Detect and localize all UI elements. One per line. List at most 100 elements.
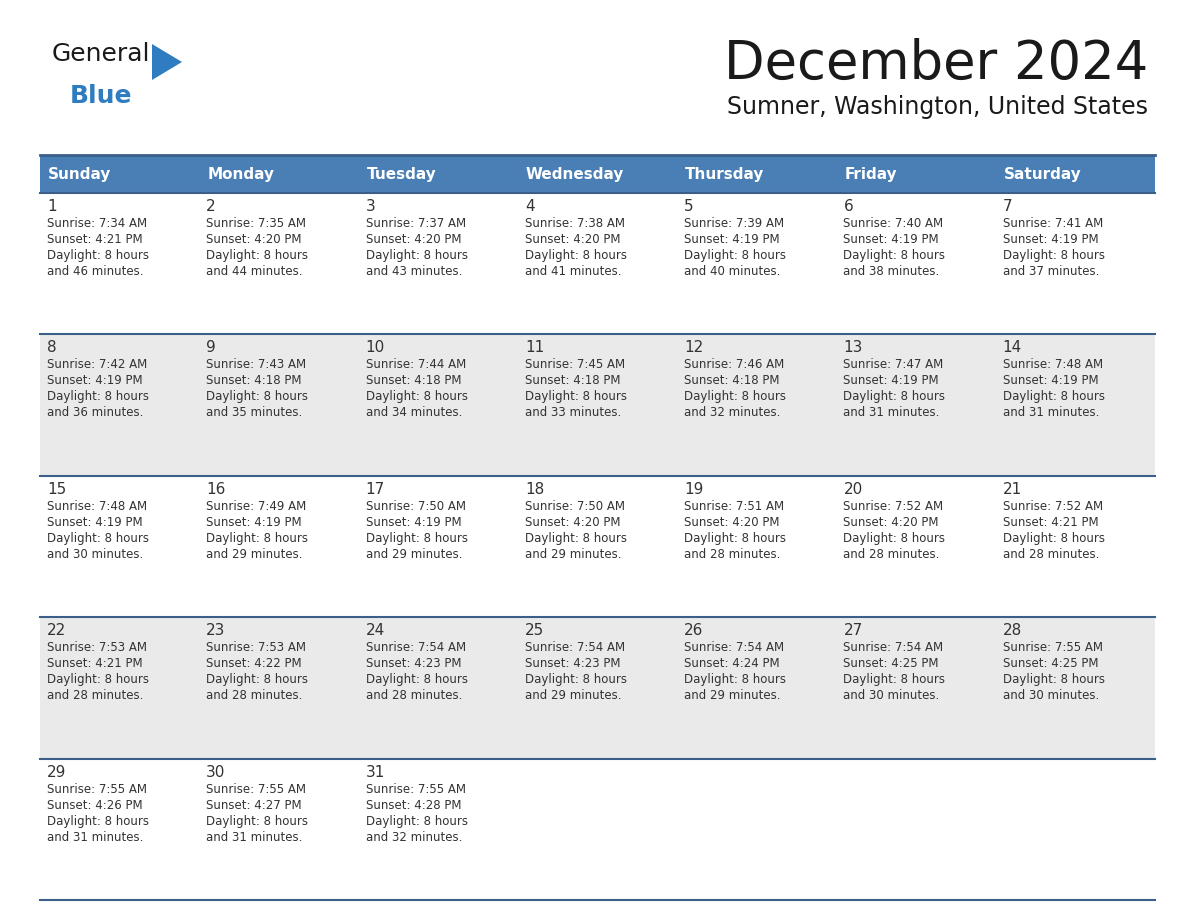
Text: Sunset: 4:24 PM: Sunset: 4:24 PM — [684, 657, 779, 670]
Text: 21: 21 — [1003, 482, 1022, 497]
Text: Sunset: 4:19 PM: Sunset: 4:19 PM — [48, 375, 143, 387]
Text: Daylight: 8 hours: Daylight: 8 hours — [684, 532, 786, 544]
Text: and 30 minutes.: and 30 minutes. — [48, 548, 144, 561]
Text: Sunrise: 7:51 AM: Sunrise: 7:51 AM — [684, 499, 784, 513]
Text: Sunrise: 7:43 AM: Sunrise: 7:43 AM — [207, 358, 307, 372]
Text: and 37 minutes.: and 37 minutes. — [1003, 265, 1099, 278]
Text: Sunrise: 7:55 AM: Sunrise: 7:55 AM — [207, 783, 307, 796]
Text: 6: 6 — [843, 199, 853, 214]
Text: and 28 minutes.: and 28 minutes. — [207, 689, 303, 702]
Text: Sunrise: 7:45 AM: Sunrise: 7:45 AM — [525, 358, 625, 372]
Text: Sunday: Sunday — [48, 166, 112, 182]
Text: and 32 minutes.: and 32 minutes. — [684, 407, 781, 420]
Text: Sunrise: 7:47 AM: Sunrise: 7:47 AM — [843, 358, 943, 372]
Text: Daylight: 8 hours: Daylight: 8 hours — [1003, 532, 1105, 544]
Text: and 38 minutes.: and 38 minutes. — [843, 265, 940, 278]
Text: Sunrise: 7:55 AM: Sunrise: 7:55 AM — [1003, 641, 1102, 655]
Text: 2: 2 — [207, 199, 216, 214]
Text: Daylight: 8 hours: Daylight: 8 hours — [1003, 249, 1105, 262]
Text: Sunset: 4:22 PM: Sunset: 4:22 PM — [207, 657, 302, 670]
Text: 29: 29 — [48, 765, 67, 779]
Text: 5: 5 — [684, 199, 694, 214]
Text: and 28 minutes.: and 28 minutes. — [366, 689, 462, 702]
Text: 17: 17 — [366, 482, 385, 497]
Text: Sunrise: 7:48 AM: Sunrise: 7:48 AM — [48, 499, 147, 513]
Text: Sunset: 4:19 PM: Sunset: 4:19 PM — [366, 516, 461, 529]
Text: Daylight: 8 hours: Daylight: 8 hours — [684, 249, 786, 262]
Text: Daylight: 8 hours: Daylight: 8 hours — [1003, 390, 1105, 403]
Text: and 29 minutes.: and 29 minutes. — [684, 689, 781, 702]
Text: Daylight: 8 hours: Daylight: 8 hours — [366, 814, 468, 828]
Text: Daylight: 8 hours: Daylight: 8 hours — [1003, 673, 1105, 686]
Text: Daylight: 8 hours: Daylight: 8 hours — [48, 249, 148, 262]
Text: Sunrise: 7:44 AM: Sunrise: 7:44 AM — [366, 358, 466, 372]
Text: Daylight: 8 hours: Daylight: 8 hours — [684, 673, 786, 686]
Text: Daylight: 8 hours: Daylight: 8 hours — [525, 532, 627, 544]
Text: and 29 minutes.: and 29 minutes. — [525, 548, 621, 561]
Text: and 28 minutes.: and 28 minutes. — [843, 548, 940, 561]
Text: Daylight: 8 hours: Daylight: 8 hours — [843, 673, 946, 686]
Text: and 28 minutes.: and 28 minutes. — [1003, 548, 1099, 561]
Text: Sunset: 4:26 PM: Sunset: 4:26 PM — [48, 799, 143, 812]
Text: Sunset: 4:19 PM: Sunset: 4:19 PM — [843, 375, 939, 387]
Text: 9: 9 — [207, 341, 216, 355]
Text: 26: 26 — [684, 623, 703, 638]
Text: Daylight: 8 hours: Daylight: 8 hours — [843, 532, 946, 544]
Bar — [40, 155, 1155, 193]
Text: Wednesday: Wednesday — [526, 166, 624, 182]
Text: Daylight: 8 hours: Daylight: 8 hours — [207, 814, 308, 828]
Text: Daylight: 8 hours: Daylight: 8 hours — [207, 532, 308, 544]
Text: 18: 18 — [525, 482, 544, 497]
Text: Sunrise: 7:52 AM: Sunrise: 7:52 AM — [843, 499, 943, 513]
Text: Sunset: 4:18 PM: Sunset: 4:18 PM — [207, 375, 302, 387]
Text: Daylight: 8 hours: Daylight: 8 hours — [48, 673, 148, 686]
Text: Sunset: 4:20 PM: Sunset: 4:20 PM — [525, 233, 620, 246]
Text: 31: 31 — [366, 765, 385, 779]
Text: Sunset: 4:21 PM: Sunset: 4:21 PM — [48, 233, 143, 246]
Text: 10: 10 — [366, 341, 385, 355]
Text: Sunset: 4:18 PM: Sunset: 4:18 PM — [366, 375, 461, 387]
Text: 13: 13 — [843, 341, 862, 355]
Text: and 31 minutes.: and 31 minutes. — [48, 831, 144, 844]
Text: 19: 19 — [684, 482, 703, 497]
Text: Sunrise: 7:37 AM: Sunrise: 7:37 AM — [366, 217, 466, 230]
Text: Blue: Blue — [70, 84, 133, 108]
Text: 23: 23 — [207, 623, 226, 638]
Text: Sunrise: 7:55 AM: Sunrise: 7:55 AM — [48, 783, 147, 796]
Text: 7: 7 — [1003, 199, 1012, 214]
Text: and 29 minutes.: and 29 minutes. — [207, 548, 303, 561]
Text: Sunrise: 7:50 AM: Sunrise: 7:50 AM — [366, 499, 466, 513]
Text: Sunset: 4:25 PM: Sunset: 4:25 PM — [1003, 657, 1098, 670]
Text: Daylight: 8 hours: Daylight: 8 hours — [207, 249, 308, 262]
Text: Sunset: 4:23 PM: Sunset: 4:23 PM — [366, 657, 461, 670]
Text: Thursday: Thursday — [685, 166, 765, 182]
Text: and 30 minutes.: and 30 minutes. — [843, 689, 940, 702]
Text: Daylight: 8 hours: Daylight: 8 hours — [684, 390, 786, 403]
Text: Daylight: 8 hours: Daylight: 8 hours — [48, 390, 148, 403]
Bar — [40, 193, 1155, 334]
Text: Daylight: 8 hours: Daylight: 8 hours — [525, 673, 627, 686]
Text: Sunset: 4:20 PM: Sunset: 4:20 PM — [684, 516, 779, 529]
Text: Sunset: 4:27 PM: Sunset: 4:27 PM — [207, 799, 302, 812]
Text: Daylight: 8 hours: Daylight: 8 hours — [207, 673, 308, 686]
Text: Saturday: Saturday — [1004, 166, 1081, 182]
Text: 22: 22 — [48, 623, 67, 638]
Text: Sunset: 4:28 PM: Sunset: 4:28 PM — [366, 799, 461, 812]
Text: Sunrise: 7:46 AM: Sunrise: 7:46 AM — [684, 358, 784, 372]
Text: Daylight: 8 hours: Daylight: 8 hours — [366, 532, 468, 544]
Text: Sunset: 4:20 PM: Sunset: 4:20 PM — [366, 233, 461, 246]
Text: Sunrise: 7:50 AM: Sunrise: 7:50 AM — [525, 499, 625, 513]
Text: and 29 minutes.: and 29 minutes. — [366, 548, 462, 561]
Text: Sunset: 4:23 PM: Sunset: 4:23 PM — [525, 657, 620, 670]
Text: and 43 minutes.: and 43 minutes. — [366, 265, 462, 278]
Text: and 31 minutes.: and 31 minutes. — [207, 831, 303, 844]
Text: Sunset: 4:20 PM: Sunset: 4:20 PM — [843, 516, 939, 529]
Text: Sunset: 4:19 PM: Sunset: 4:19 PM — [1003, 375, 1099, 387]
Text: December 2024: December 2024 — [723, 38, 1148, 90]
Text: and 35 minutes.: and 35 minutes. — [207, 407, 303, 420]
Text: Sunrise: 7:55 AM: Sunrise: 7:55 AM — [366, 783, 466, 796]
Text: and 28 minutes.: and 28 minutes. — [684, 548, 781, 561]
Text: and 31 minutes.: and 31 minutes. — [843, 407, 940, 420]
Text: Sunrise: 7:54 AM: Sunrise: 7:54 AM — [525, 641, 625, 655]
Text: Daylight: 8 hours: Daylight: 8 hours — [843, 249, 946, 262]
